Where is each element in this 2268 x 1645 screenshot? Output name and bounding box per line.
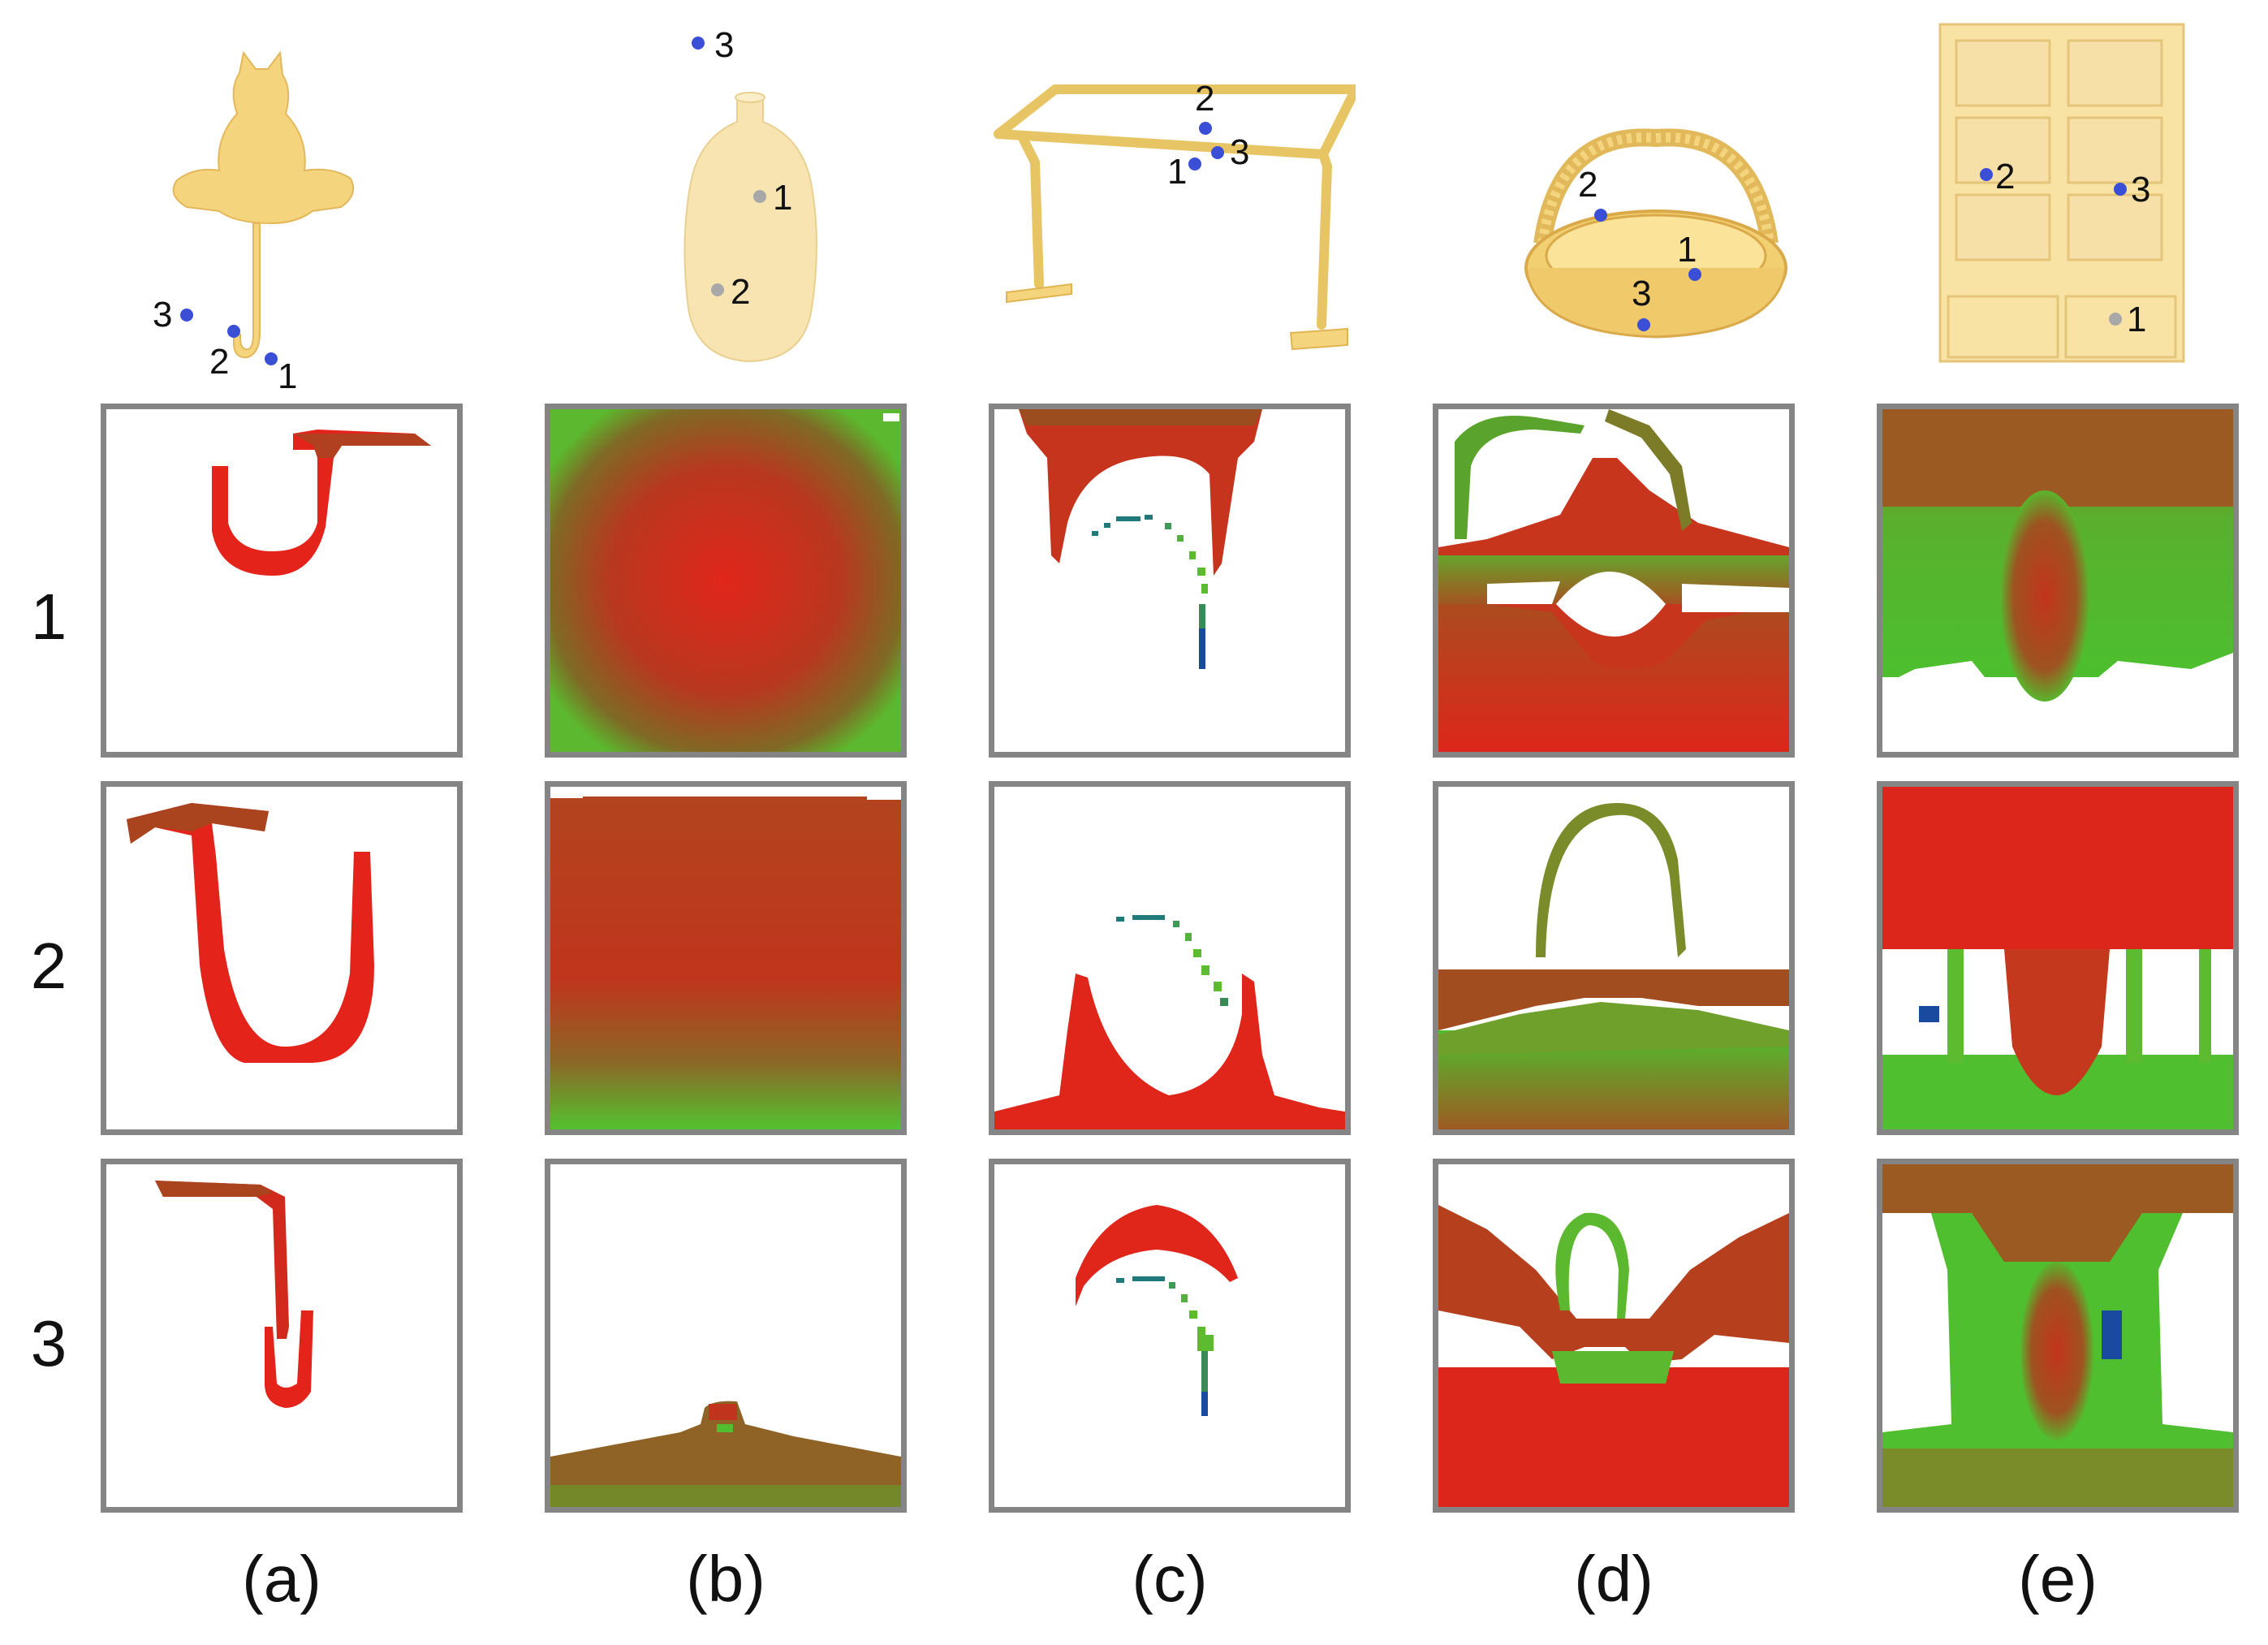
svg-text:3: 3 — [1230, 132, 1249, 172]
column-label-c: (c) — [1132, 1543, 1208, 1615]
point-1 — [1688, 268, 1701, 281]
point-3 — [1637, 318, 1650, 331]
map-c-3 — [989, 1159, 1351, 1513]
object-shelf: 2 3 1 — [1938, 23, 2185, 363]
point-3 — [180, 309, 193, 322]
point-1 — [1188, 158, 1201, 171]
svg-text:3: 3 — [714, 25, 734, 65]
svg-text:1: 1 — [2127, 300, 2146, 339]
map-b-1 — [545, 404, 907, 758]
svg-text:1: 1 — [773, 178, 792, 218]
point-1 — [753, 190, 766, 203]
column-label-b: (b) — [686, 1543, 765, 1615]
point-2 — [711, 283, 724, 296]
svg-text:2: 2 — [1995, 157, 2015, 196]
row-label-1: 1 — [30, 581, 67, 653]
point-2 — [1199, 122, 1212, 135]
map-a-3 — [101, 1159, 463, 1513]
svg-text:1: 1 — [278, 356, 297, 396]
svg-text:2: 2 — [731, 272, 750, 312]
svg-text:1: 1 — [1167, 152, 1187, 192]
map-a-2 — [101, 781, 463, 1135]
point-1 — [2109, 313, 2122, 326]
svg-text:3: 3 — [2131, 170, 2150, 209]
map-e-2 — [1877, 781, 2239, 1135]
svg-text:3: 3 — [153, 295, 172, 335]
point-2 — [1980, 168, 1993, 181]
map-a-1 — [101, 404, 463, 758]
map-c-2 — [989, 781, 1351, 1135]
map-b-3 — [545, 1159, 907, 1513]
point-2 — [227, 325, 240, 338]
svg-text:3: 3 — [1632, 274, 1651, 313]
row-label-2: 2 — [30, 930, 67, 1002]
map-d-2 — [1433, 781, 1795, 1135]
object-cat-hook: 3 2 1 — [153, 50, 354, 396]
point-3 — [2114, 183, 2127, 196]
column-label-e: (e) — [2018, 1543, 2098, 1615]
map-c-1 — [989, 404, 1351, 758]
map-d-3 — [1433, 1159, 1795, 1513]
point-3 — [692, 37, 705, 50]
object-clothes-rack: 2 3 1 — [994, 79, 1356, 351]
map-b-2 — [545, 781, 907, 1135]
map-e-1 — [1877, 404, 2239, 758]
map-e-3 — [1877, 1159, 2239, 1513]
row-label-3: 3 — [30, 1307, 67, 1379]
point-3 — [1211, 146, 1224, 159]
column-label-a: (a) — [242, 1543, 321, 1615]
svg-text:2: 2 — [209, 342, 229, 382]
svg-text:1: 1 — [1677, 230, 1697, 270]
svg-text:2: 2 — [1195, 79, 1214, 119]
column-label-d: (d) — [1574, 1543, 1654, 1615]
svg-text:2: 2 — [1578, 165, 1598, 205]
map-d-1 — [1433, 404, 1795, 758]
point-2 — [1594, 209, 1607, 222]
point-1 — [265, 352, 278, 365]
object-vase: 3 1 2 — [683, 25, 817, 363]
object-basket: 2 1 3 — [1524, 128, 1787, 339]
